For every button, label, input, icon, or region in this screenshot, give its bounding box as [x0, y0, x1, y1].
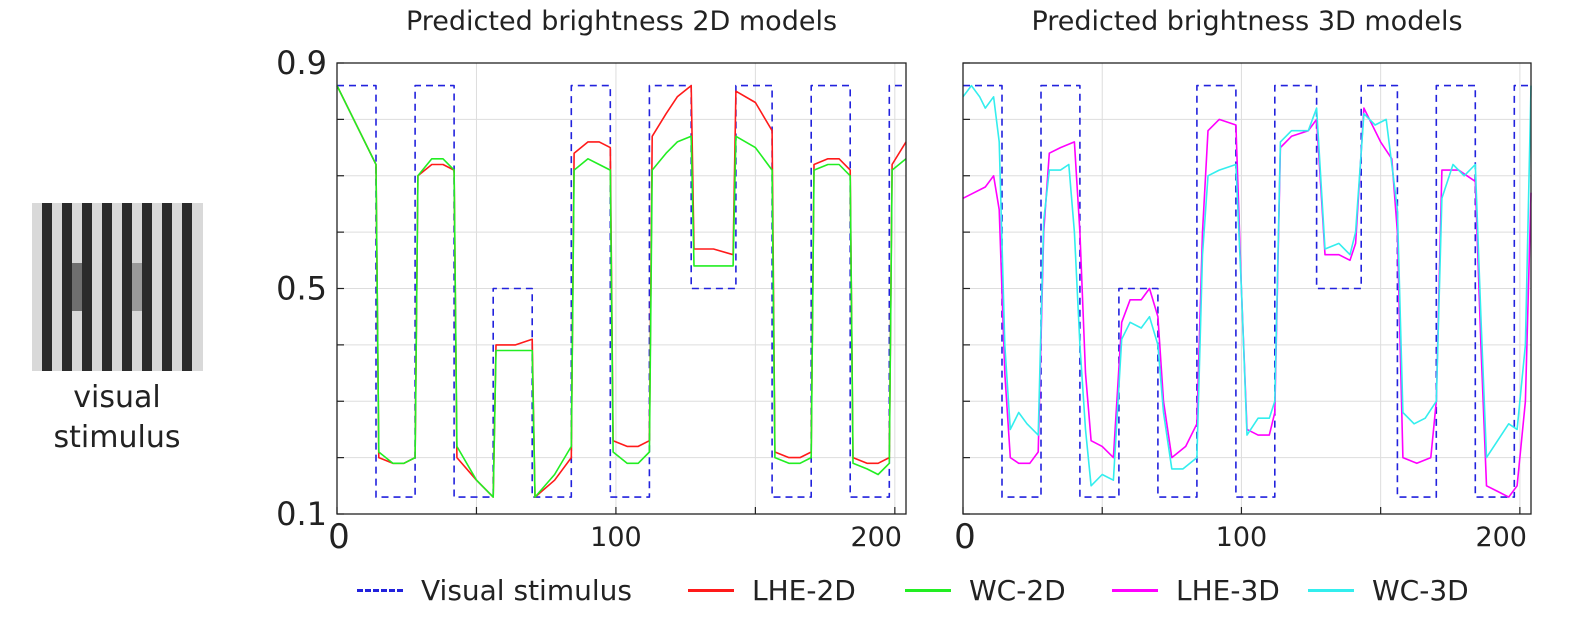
chart-panel-1: Predicted brightness 2D models 0.1 0.5 0.9 0… [276, 6, 907, 557]
stimulus-dark-bar [42, 203, 53, 371]
series-line-wc2d [336, 85, 907, 498]
stimulus-dark-bar [62, 203, 73, 371]
legend-swatch-wc3d [1308, 588, 1354, 592]
legend-label-wc2d: WC-2D [969, 573, 1066, 607]
legend-item-wc2d: WC-2D [905, 570, 1066, 610]
stimulus-light-bar [172, 203, 183, 371]
stimulus-light-bar [152, 203, 163, 371]
legend-label-lhe2d: LHE-2D [752, 573, 856, 607]
legend-label-lhe3d: LHE-3D [1176, 573, 1280, 607]
stimulus-dark-bar [162, 203, 173, 371]
visual-stimulus-label-line2: stimulus [53, 420, 181, 455]
chart-panel-2: Predicted brightness 3D models 0 100 200 [954, 6, 1532, 557]
x-tick-label: 0 [954, 517, 976, 557]
visual-stimulus-image [32, 203, 203, 371]
stimulus-light-bar [52, 203, 63, 371]
y-tick-label: 0.1 [276, 495, 327, 533]
x-tick-label: 200 [850, 522, 902, 553]
stimulus-dark-bar [142, 203, 153, 371]
y-tick-label: 0.5 [276, 270, 327, 308]
series-line-lhe3d [962, 107, 1532, 498]
stimulus-dark-bar [182, 203, 193, 371]
y-tick-label: 0.9 [276, 44, 327, 82]
stimulus-test-patch-right [132, 263, 142, 311]
legend-item-wc3d: WC-3D [1308, 570, 1469, 610]
legend-item-stimulus: Visual stimulus [357, 570, 632, 610]
stimulus-light-bar [92, 203, 103, 371]
legend-swatch-stimulus [357, 588, 403, 592]
series-line-lhe2d [336, 84, 907, 498]
chart-title: Predicted brightness 2D models [406, 6, 837, 37]
legend-label-stimulus: Visual stimulus [421, 573, 632, 607]
legend-item-lhe2d: LHE-2D [688, 570, 856, 610]
series-line-wc3d [962, 84, 1532, 487]
legend-swatch-lhe3d [1112, 588, 1158, 592]
stimulus-test-patch-left [72, 263, 82, 311]
legend-item-lhe3d: LHE-3D [1112, 570, 1280, 610]
stimulus-dark-bar [102, 203, 113, 371]
x-tick-label: 200 [1475, 522, 1527, 553]
stimulus-light-bar [112, 203, 123, 371]
legend-label-wc3d: WC-3D [1372, 573, 1469, 607]
visual-stimulus-label-line1: visual [73, 380, 161, 415]
stimulus-light-bar [192, 203, 203, 371]
legend-swatch-wc2d [905, 588, 951, 592]
chart-title: Predicted brightness 3D models [1031, 6, 1462, 37]
series-line-stimulus [337, 84, 906, 498]
x-tick-label: 0 [328, 517, 350, 557]
stimulus-dark-bar [82, 203, 93, 371]
x-tick-label: 100 [1216, 522, 1268, 553]
stimulus-dark-bar [122, 203, 133, 371]
x-tick-label: 100 [590, 522, 642, 553]
legend-swatch-lhe2d [688, 588, 734, 592]
stimulus-light-bar [32, 203, 43, 371]
plot-frame [336, 62, 907, 515]
plot-frame [962, 62, 1532, 515]
